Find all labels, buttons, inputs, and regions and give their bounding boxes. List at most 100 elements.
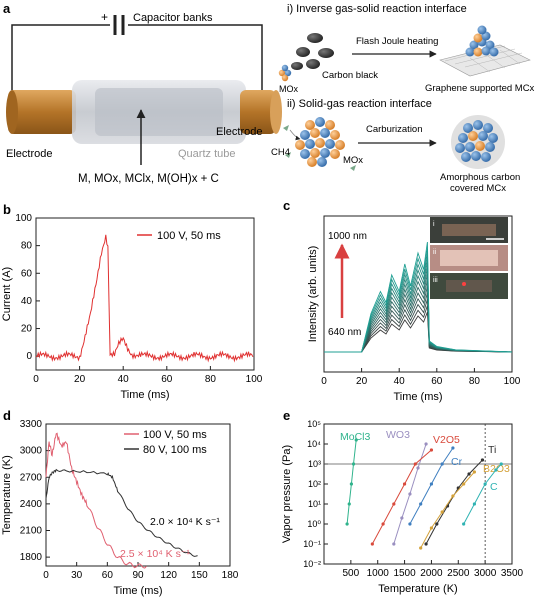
scheme-i-mox-label: MOx	[279, 84, 298, 94]
annotation-rate-red: 2.5 × 10⁴ K s⁻¹	[120, 548, 190, 560]
x-tick-label: 80	[205, 374, 217, 385]
vapor-point	[354, 438, 358, 442]
y-tick-label: 10⁰	[307, 519, 321, 529]
vapor-point	[370, 542, 374, 546]
x-tick-label: 80	[469, 376, 481, 387]
panel-e: e Temperature (K) Vapor pressure (Pa) 500 1…	[281, 408, 524, 595]
y-axis-label: Vapor pressure (Pa)	[281, 445, 293, 543]
inset-label-i: i	[433, 221, 435, 228]
tube-inner	[95, 88, 223, 136]
capacitor-plus: +	[101, 10, 108, 24]
vapor-point	[440, 462, 444, 466]
vapor-point	[413, 462, 417, 466]
plot-frame	[35, 217, 255, 371]
legend-label: 100 V, 50 ms	[157, 230, 221, 242]
electrode-left-end	[6, 90, 18, 134]
vapor-curve	[409, 447, 454, 525]
y-tick-label: 2400	[20, 499, 43, 510]
y-tick-label: 3000	[20, 446, 43, 457]
vapor-point	[483, 482, 487, 486]
x-tick-label: 100	[246, 374, 263, 385]
x-axis-label: Time (ms)	[120, 389, 169, 401]
capacitor-label: Capacitor banks	[133, 12, 213, 24]
y-axis-label: Temperature (K)	[1, 455, 13, 534]
ch4-label: CH4	[271, 147, 290, 158]
carbon-black-label: Carbon black	[322, 70, 378, 81]
vapor-point	[351, 462, 356, 466]
vapor-point	[467, 472, 471, 476]
x-tick-label: 40	[118, 374, 130, 385]
electrode-right-label: Electrode	[216, 126, 262, 138]
panel-a: a + Capacitor banks Electrode Electrode …	[3, 1, 535, 194]
x-axis-label: Temperature (K)	[378, 583, 457, 595]
vapor-point	[451, 446, 455, 450]
x-tick-label: 60	[431, 376, 443, 387]
panel-label-c: c	[283, 198, 290, 213]
y-tick-label: 80	[21, 241, 33, 252]
plot-frame	[323, 215, 513, 373]
scheme-ii-product-line1: Amorphous carbon	[440, 172, 520, 183]
vapor-point	[480, 458, 485, 462]
x-axis-label: Time (ms)	[393, 391, 442, 403]
inset-images: i ii iii	[430, 217, 508, 299]
vapor-curve	[371, 449, 432, 545]
series-line-current	[35, 234, 254, 363]
y-tick-label: 60	[21, 268, 33, 279]
series-line-temperature	[45, 432, 147, 569]
vapor-curve	[346, 439, 357, 525]
series-label: C	[490, 481, 498, 493]
x-tick-label: 2000	[420, 568, 443, 579]
chart-c: Time (ms) Intensity (arb. units) 0 20 40 60 80…	[307, 215, 521, 403]
vapor-point	[435, 522, 439, 526]
inset-label-ii: ii	[433, 249, 437, 256]
x-tick-label: 90	[132, 570, 144, 581]
mox-cluster-large	[295, 117, 345, 167]
x-tick-label: 20	[356, 376, 368, 387]
vapor-point	[400, 516, 404, 520]
vapor-point	[392, 542, 396, 546]
panel-d: d Time (ms) Temperature (K) 0 30 60 90 120 150 1…	[1, 408, 239, 597]
series-label: V2O5	[433, 434, 460, 446]
x-tick-label: 100	[504, 376, 521, 387]
plot-frame	[323, 423, 513, 565]
intensity-curve	[324, 299, 513, 353]
intensity-curve	[324, 292, 513, 353]
x-tick-label: 500	[343, 568, 360, 579]
y-tick-label: 10⁻¹	[303, 539, 321, 549]
x-tick-label: 60	[161, 374, 173, 385]
vapor-point	[462, 522, 466, 526]
panel-label-b: b	[3, 202, 11, 217]
mox-cluster-small	[278, 64, 292, 82]
vapor-point	[462, 482, 466, 486]
x-tick-label: 40	[394, 376, 406, 387]
vapor-point	[429, 482, 434, 486]
flash-heating-label: Flash Joule heating	[356, 36, 438, 47]
vapor-point	[419, 546, 423, 550]
scheme-ii-title: ii) Solid-gas reaction interface	[287, 98, 432, 110]
y-tick-label: 10¹	[308, 499, 321, 509]
panel-c: c Time (ms) Intensity (arb. units) 0 20 40 60…	[283, 198, 521, 403]
y-tick-label: 10⁵	[307, 419, 321, 429]
y-tick-label: 10²	[308, 479, 321, 489]
y-tick-label: 10³	[308, 459, 321, 469]
annotation-1000nm: 1000 nm	[328, 231, 367, 242]
series-label: Cr	[451, 456, 463, 468]
vapor-point	[472, 470, 476, 474]
panel-label-e: e	[283, 408, 290, 423]
vapor-point	[451, 494, 455, 498]
y-tick-label: 2700	[20, 472, 43, 483]
y-tick-label: 3300	[20, 419, 43, 430]
vapor-point	[429, 448, 434, 452]
scheme-ii-mox-label: MOx	[343, 155, 363, 166]
vapor-point	[392, 502, 396, 506]
annotation-rate-black: 2.0 × 10⁴ K s⁻¹	[150, 516, 220, 528]
vapor-point	[381, 522, 385, 526]
quartz-tube-label: Quartz tube	[178, 148, 235, 160]
legend-label: 100 V, 50 ms	[143, 429, 207, 441]
x-tick-label: 20	[74, 374, 86, 385]
x-tick-label: 3000	[474, 568, 497, 579]
intensity-curve	[324, 305, 513, 353]
vapor-point	[419, 502, 423, 506]
x-axis-label: Time (ms)	[113, 585, 162, 597]
